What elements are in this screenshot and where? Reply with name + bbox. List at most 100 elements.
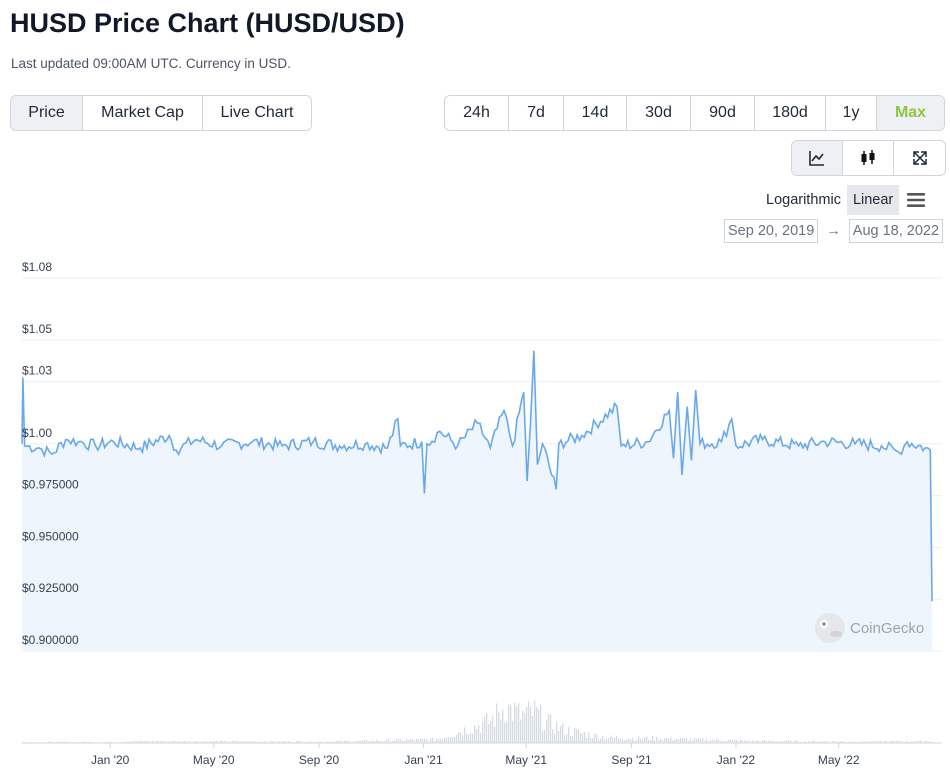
range-14d-button[interactable]: 14d [564, 96, 627, 130]
volume-bar [764, 740, 765, 743]
range-24h-button[interactable]: 24h [445, 96, 509, 130]
volume-bar [922, 742, 923, 743]
volume-bar [840, 741, 841, 743]
date-from-input[interactable]: Sep 20, 2019 [724, 219, 818, 243]
logarithmic-option[interactable]: Logarithmic [760, 185, 847, 215]
volume-bar [582, 733, 583, 743]
volume-bar [732, 740, 733, 743]
volume-bar [90, 742, 91, 743]
volume-bar [800, 742, 801, 743]
volume-bar [790, 740, 791, 743]
range-7d-button[interactable]: 7d [509, 96, 564, 130]
volume-bar [250, 741, 251, 743]
volume-bar [728, 740, 729, 743]
volume-bar [80, 742, 81, 743]
volume-bar [234, 741, 235, 743]
volume-bar [870, 741, 871, 743]
range-max-button[interactable]: Max [877, 96, 944, 130]
volume-bar [304, 742, 305, 743]
volume-bar [570, 736, 571, 743]
volume-bar [588, 732, 589, 743]
range-1y-button[interactable]: 1y [826, 96, 877, 130]
volume-bar [112, 742, 113, 743]
range-30d-button[interactable]: 30d [627, 96, 691, 130]
tab-price[interactable]: Price [11, 96, 83, 130]
volume-bar [664, 738, 665, 743]
volume-bar [58, 742, 59, 743]
volume-bar [192, 742, 193, 743]
volume-bar [834, 741, 835, 743]
volume-bar [174, 741, 175, 743]
volume-bar [846, 742, 847, 743]
volume-bar [42, 742, 43, 743]
volume-bar [362, 740, 363, 743]
volume-bar [454, 737, 455, 743]
volume-bar [642, 739, 643, 743]
volume-bar [418, 739, 419, 743]
date-to-input[interactable]: Aug 18, 2022 [849, 219, 943, 243]
volume-bar [152, 741, 153, 743]
volume-bar [646, 736, 647, 743]
volume-bar [760, 742, 761, 743]
volume-bar [678, 739, 679, 743]
volume-bar [804, 741, 805, 743]
volume-bar [842, 741, 843, 743]
volume-bar [696, 739, 697, 743]
volume-bar [824, 741, 825, 743]
volume-bar [836, 742, 837, 743]
volume-bar [82, 742, 83, 743]
linear-option[interactable]: Linear [847, 185, 899, 215]
tab-market-cap[interactable]: Market Cap [83, 96, 203, 130]
volume-bar [38, 742, 39, 743]
volume-bar [456, 735, 457, 743]
volume-bar [882, 742, 883, 743]
volume-bar [136, 741, 137, 743]
volume-bar [222, 741, 223, 743]
tab-live-chart[interactable]: Live Chart [203, 96, 311, 130]
volume-bar [232, 741, 233, 743]
volume-bar [72, 742, 73, 743]
volume-bar [184, 741, 185, 743]
price-chart[interactable]: $1.08 $1.05 $1.03 $1.00 $0.975000 $0.950000 $0… [0, 250, 950, 778]
fullscreen-icon [911, 149, 929, 167]
volume-bar [338, 741, 339, 743]
volume-bar [46, 742, 47, 743]
candlestick-button[interactable] [843, 141, 894, 175]
range-90d-button[interactable]: 90d [691, 96, 755, 130]
volume-bar [328, 742, 329, 743]
volume-bar [358, 740, 359, 743]
volume-bar [60, 742, 61, 743]
volume-bar [672, 740, 673, 743]
volume-bar [344, 741, 345, 743]
line-chart-button[interactable] [792, 141, 843, 175]
volume-bar [306, 742, 307, 743]
fullscreen-button[interactable] [894, 141, 945, 175]
volume-bar [198, 742, 199, 743]
volume-bar [268, 742, 269, 743]
volume-bar [634, 741, 635, 743]
volume-bar [930, 742, 931, 743]
volume-bar [50, 742, 51, 743]
volume-bar [180, 742, 181, 743]
volume-bar [604, 740, 605, 743]
volume-bar [258, 742, 259, 743]
volume-bar [920, 740, 921, 743]
volume-bar [822, 741, 823, 743]
volume-bar [514, 703, 515, 743]
hamburger-menu-icon[interactable] [905, 189, 927, 211]
volume-bar [274, 742, 275, 743]
y-tick-label: $1.00 [22, 426, 52, 440]
volume-bar [318, 741, 319, 743]
volume-bar [442, 739, 443, 743]
volume-bar [512, 721, 513, 743]
range-180d-button[interactable]: 180d [755, 96, 826, 130]
volume-bar [680, 738, 681, 743]
volume-bar [218, 742, 219, 743]
volume-bar [202, 741, 203, 743]
volume-bar [270, 741, 271, 743]
volume-bar [872, 742, 873, 743]
volume-bar [592, 738, 593, 743]
y-tick-label: $1.08 [22, 260, 52, 274]
volume-bar [424, 739, 425, 743]
chart-tools [791, 140, 946, 176]
